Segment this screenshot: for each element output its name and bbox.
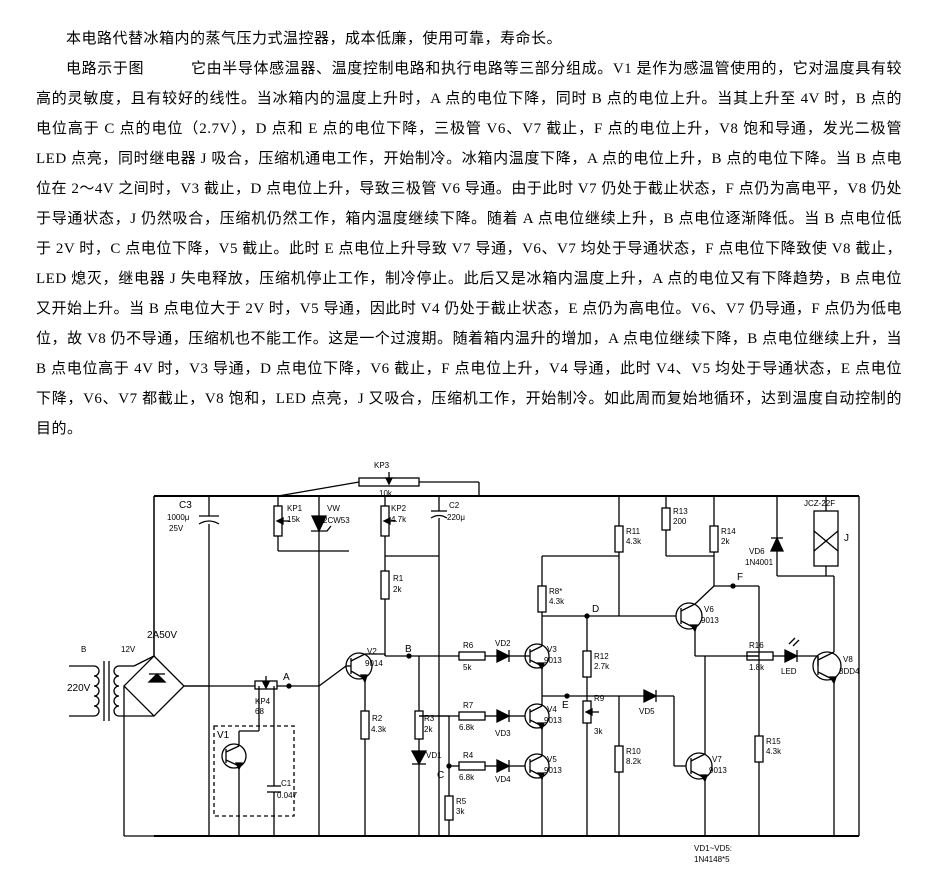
label-kp3: KP3 bbox=[374, 461, 390, 470]
label-r2v: 4.3k bbox=[371, 725, 387, 734]
label-kp4v: 68 bbox=[255, 707, 264, 716]
label-F: F bbox=[737, 572, 743, 583]
label-v8t: 3DD4 bbox=[839, 667, 860, 676]
label-bridge: 2A50V bbox=[147, 630, 177, 641]
label-r7v: 6.8k bbox=[459, 723, 475, 732]
label-r14: R14 bbox=[721, 527, 736, 536]
label-r13: R13 bbox=[673, 507, 688, 516]
label-v6t: 9013 bbox=[701, 616, 719, 625]
paragraph-main: 电路示于图 它由半导体感温器、温度控制电路和执行电路等三部分组成。V1 是作为感… bbox=[36, 54, 902, 444]
label-220v: 220V bbox=[67, 683, 91, 694]
label-r1v: 2k bbox=[393, 585, 402, 594]
label-relay: JCZ-22F bbox=[804, 499, 835, 508]
label-r9v: 3k bbox=[594, 727, 603, 736]
label-r10: R10 bbox=[626, 747, 641, 756]
label-r12v: 2.7k bbox=[594, 662, 610, 671]
label-c3v: 1000μ bbox=[167, 513, 190, 522]
label-v3: V3 bbox=[547, 645, 557, 654]
label-r6v: 5k bbox=[463, 663, 472, 672]
label-r10v: 8.2k bbox=[626, 757, 642, 766]
label-kp1v: 15k bbox=[287, 515, 301, 524]
label-r8: R8* bbox=[549, 587, 562, 596]
label-note2: 1N4148*5 bbox=[694, 855, 730, 864]
label-led: LED bbox=[781, 667, 797, 676]
label-E: E bbox=[562, 700, 569, 711]
label-D: D bbox=[592, 604, 599, 615]
label-vd1: VD1 bbox=[426, 751, 442, 760]
label-vd6: VD6 bbox=[749, 547, 765, 556]
label-r11: R11 bbox=[626, 527, 641, 536]
svg-text:B: B bbox=[81, 645, 86, 654]
label-c3: C3 bbox=[179, 500, 192, 511]
label-r2: R2 bbox=[372, 714, 383, 723]
label-kp3v: 10k bbox=[379, 489, 393, 498]
label-note: VD1~VD5: bbox=[694, 844, 732, 853]
label-v2: V2 bbox=[367, 647, 377, 656]
label-r5v: 3k bbox=[456, 807, 465, 816]
label-v6: V6 bbox=[704, 605, 714, 614]
label-B: B bbox=[405, 644, 412, 655]
label-r15: R15 bbox=[766, 737, 781, 746]
label-A: A bbox=[283, 672, 290, 683]
label-vwv: 2CW53 bbox=[323, 516, 350, 525]
label-r8v: 4.3k bbox=[549, 597, 565, 606]
label-v1: V1 bbox=[217, 730, 230, 741]
label-r4: R4 bbox=[463, 751, 474, 760]
label-v5t: 9013 bbox=[544, 766, 562, 775]
label-kp2: KP2 bbox=[391, 504, 407, 513]
label-c1v: 0.047 bbox=[277, 791, 298, 800]
label-r3v: 2k bbox=[424, 725, 433, 734]
label-v4: V4 bbox=[547, 705, 557, 714]
label-v8: V8 bbox=[843, 655, 853, 664]
label-kp4: KP4 bbox=[255, 697, 271, 706]
label-v7t: 9013 bbox=[709, 766, 727, 775]
label-vd4: VD4 bbox=[495, 775, 511, 784]
label-r13v: 200 bbox=[673, 517, 687, 526]
label-c1: C1 bbox=[281, 779, 292, 788]
label-r7: R7 bbox=[463, 701, 474, 710]
label-kp2v: 4.7k bbox=[391, 515, 407, 524]
label-c2v: 220μ bbox=[447, 513, 465, 522]
label-r6: R6 bbox=[463, 641, 474, 650]
circuit-diagram-container: 220V 12V B 2A50V C3 1000μ 25V V1 C1 0.04… bbox=[36, 456, 902, 866]
label-r9: R9 bbox=[594, 694, 605, 703]
label-vw: VW bbox=[327, 504, 340, 513]
label-j: J bbox=[844, 533, 849, 544]
paragraph-intro: 本电路代替冰箱内的蒸气压力式温控器，成本低廉，使用可靠，寿命长。 bbox=[36, 24, 902, 54]
label-c2: C2 bbox=[449, 501, 460, 510]
label-vd3: VD3 bbox=[495, 729, 511, 738]
label-v5: V5 bbox=[547, 755, 557, 764]
label-vd2: VD2 bbox=[495, 639, 511, 648]
label-c3v2: 25V bbox=[169, 524, 184, 533]
label-r16: R16 bbox=[749, 641, 764, 650]
label-v2t: 9014 bbox=[365, 659, 383, 668]
label-r15v: 4.3k bbox=[766, 747, 782, 756]
label-C: C bbox=[437, 770, 444, 781]
label-12v: 12V bbox=[121, 645, 136, 654]
label-r14v: 2k bbox=[721, 537, 730, 546]
label-r12: R12 bbox=[594, 652, 609, 661]
label-r3: R3 bbox=[424, 714, 435, 723]
label-r5: R5 bbox=[456, 797, 467, 806]
label-r16v: 1.8k bbox=[749, 663, 765, 672]
label-vd6t: 1N4001 bbox=[745, 558, 774, 567]
label-r1: R1 bbox=[393, 574, 404, 583]
label-v3t: 9013 bbox=[544, 656, 562, 665]
label-r4v: 6.8k bbox=[459, 773, 475, 782]
label-kp1: KP1 bbox=[287, 504, 303, 513]
label-r11v: 4.3k bbox=[626, 537, 642, 546]
circuit-diagram: 220V 12V B 2A50V C3 1000μ 25V V1 C1 0.04… bbox=[59, 456, 879, 866]
label-vd5: VD5 bbox=[639, 707, 655, 716]
label-v7: V7 bbox=[712, 755, 722, 764]
label-v4t: 9013 bbox=[544, 716, 562, 725]
